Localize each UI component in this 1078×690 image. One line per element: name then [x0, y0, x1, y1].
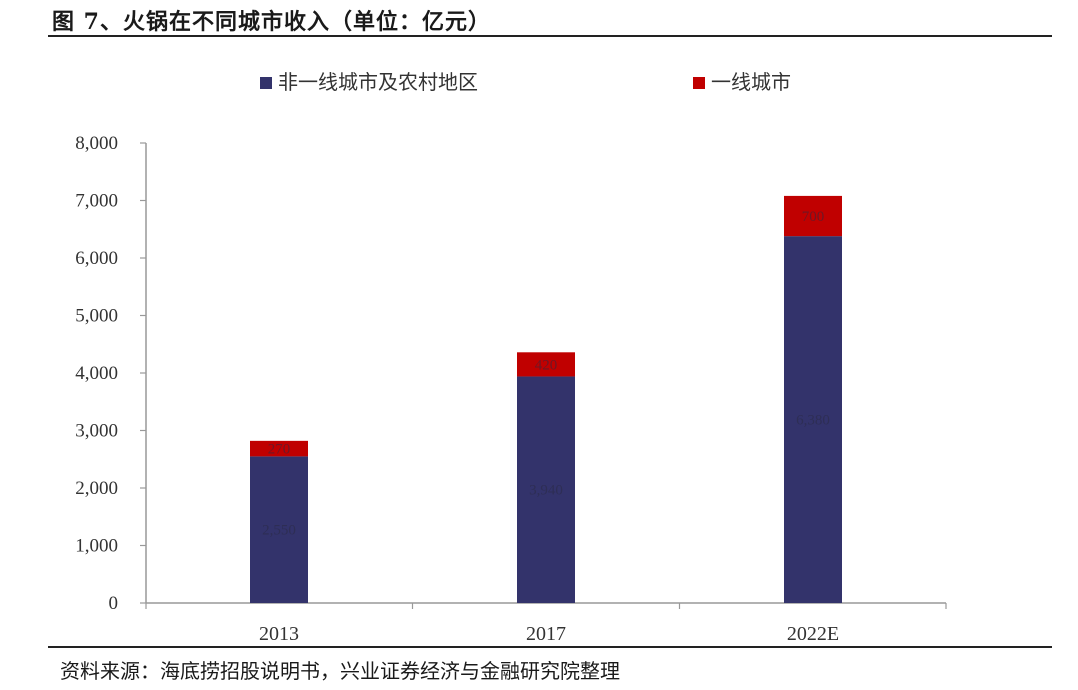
x-tick-label: 2013 — [259, 623, 299, 645]
bar-segment-non-tier1-2017 — [517, 376, 575, 603]
data-label: 700 — [802, 209, 825, 225]
bar-segment-non-tier1-2022E — [784, 236, 842, 603]
y-tick-label: 0 — [109, 593, 119, 614]
y-tick-label: 7,000 — [75, 191, 118, 212]
x-tick-label: 2022E — [787, 623, 839, 645]
data-label: 420 — [535, 357, 558, 373]
data-label: 270 — [268, 442, 291, 458]
y-tick-label: 3,000 — [75, 421, 118, 442]
legend: 非一线城市及农村地区 一线城市 — [260, 70, 791, 94]
data-labels: 2,550 270 3,940 420 6,380 700 — [262, 209, 830, 539]
y-tick-label: 6,000 — [75, 248, 118, 269]
figure-title: 图 7、火锅在不同城市收入（单位：亿元） — [52, 9, 491, 35]
y-tick-label: 1,000 — [75, 536, 118, 557]
bar-segment-tier1-2022E — [784, 195, 842, 237]
y-tick-label: 4,000 — [75, 363, 118, 384]
y-tick-label: 8,000 — [75, 133, 118, 154]
legend-swatch — [260, 77, 272, 89]
data-label: 2,550 — [262, 523, 296, 539]
legend-label: 非一线城市及农村地区 — [278, 70, 478, 94]
legend-swatch — [693, 77, 705, 89]
bar-segment-tier1-2017 — [517, 352, 575, 377]
y-tick-label: 5,000 — [75, 306, 118, 327]
bar-segment-non-tier1-2013 — [250, 456, 308, 603]
bar-segment-tier1-2013 — [250, 440, 308, 457]
top-rule — [48, 35, 1052, 37]
source-note: 资料来源：海底捞招股说明书，兴业证券经济与金融研究院整理 — [60, 659, 620, 683]
bottom-rule — [48, 646, 1052, 648]
y-tick-label: 2,000 — [75, 478, 118, 499]
bars — [250, 195, 842, 603]
legend-label: 一线城市 — [711, 70, 791, 94]
data-label: 6,380 — [796, 413, 830, 429]
data-label: 3,940 — [529, 483, 563, 499]
x-tick-label: 2017 — [526, 623, 566, 645]
